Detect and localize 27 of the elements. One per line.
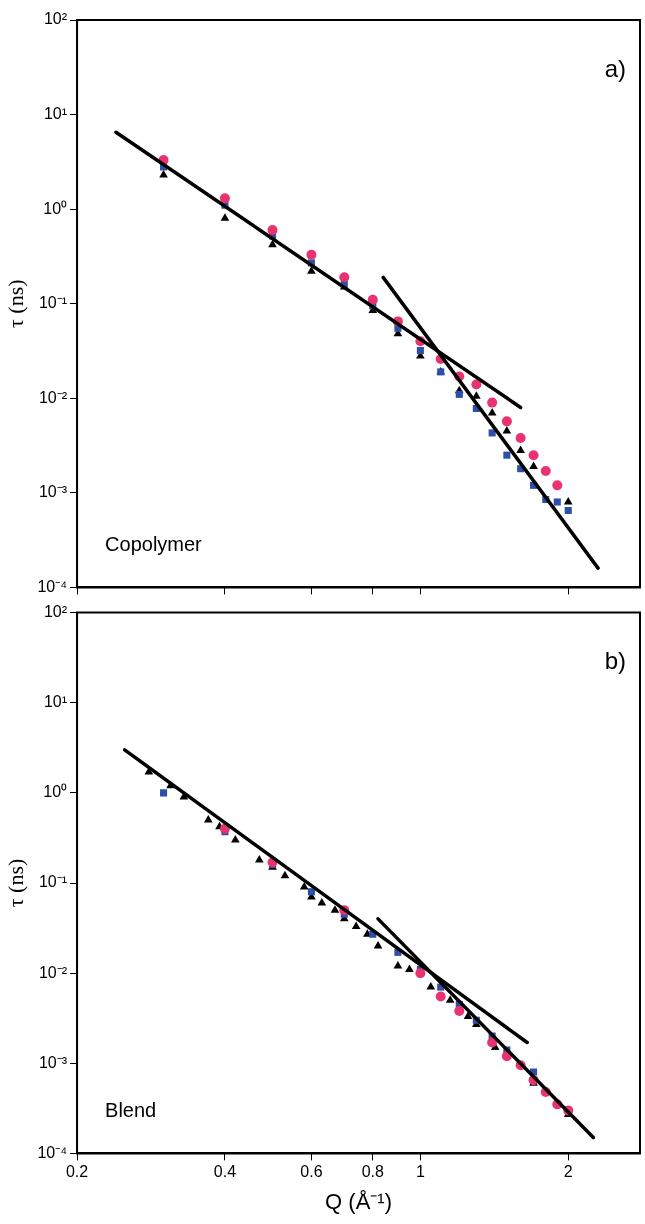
x-tick-label: 0.8: [361, 1163, 384, 1181]
annotation: b): [604, 647, 626, 675]
x-tick-label: 1: [415, 1163, 425, 1181]
y-tick-label: 10¹: [43, 104, 68, 122]
annotation: Copolymer: [105, 532, 203, 555]
y-tick-label: 10²: [43, 10, 68, 28]
x-tick-label: 0.6: [300, 1163, 323, 1181]
y-tick-label: 10⁻³: [38, 1053, 68, 1071]
x-tick-label: 0.4: [213, 1163, 237, 1181]
y-tick-label: 10⁻⁴: [37, 1143, 68, 1161]
y-tick-label: 10²: [43, 603, 68, 621]
y-tick-label: 10⁰: [43, 199, 68, 217]
y-tick-label: 10⁻²: [38, 388, 68, 406]
y-tick-label: 10⁻¹: [38, 873, 68, 891]
y-tick-label: 10⁻²: [38, 963, 68, 981]
y-axis-title: τ (ns): [2, 279, 28, 328]
y-axis-title: τ (ns): [2, 858, 28, 908]
y-tick-label: 10¹: [43, 693, 68, 711]
x-tick-label: 2: [563, 1163, 573, 1181]
x-tick-label: 0.2: [65, 1163, 89, 1181]
y-tick-label: 10⁰: [43, 783, 68, 801]
annotation: Blend: [105, 1098, 157, 1121]
y-tick-label: 10⁻³: [38, 483, 68, 501]
y-tick-label: 10⁻⁴: [37, 577, 68, 595]
y-tick-label: 10⁻¹: [38, 294, 68, 312]
x-axis-title: Q (Å⁻¹): [325, 1188, 392, 1214]
annotation: a): [604, 54, 626, 82]
